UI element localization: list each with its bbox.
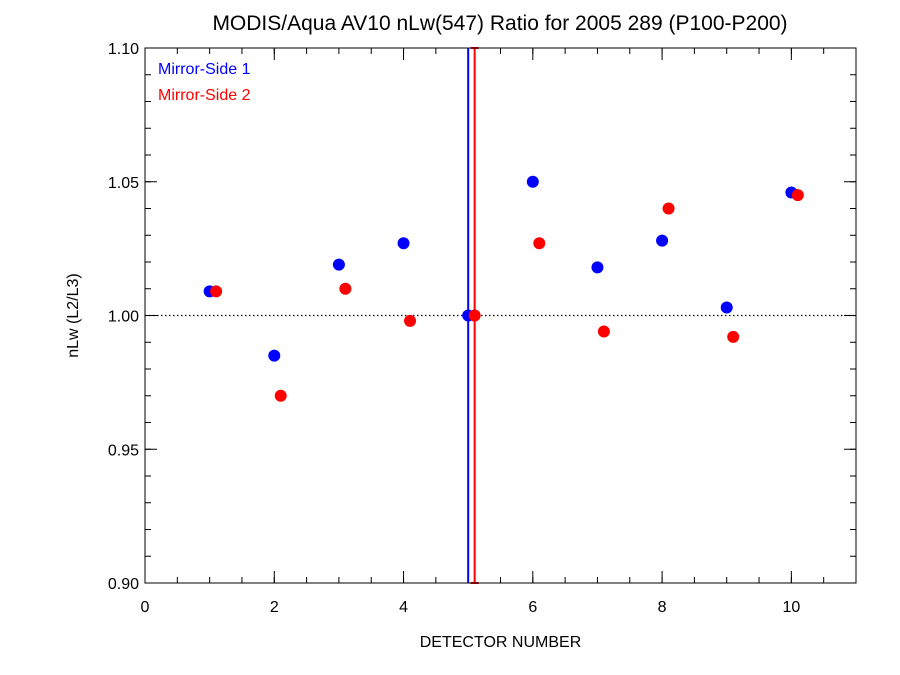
y-tick-label: 0.90 [108,576,139,593]
data-point-series-2 [339,282,352,295]
x-tick-label: 10 [782,599,800,616]
data-point-series-1 [268,349,281,362]
y-tick-label: 1.10 [108,41,139,58]
data-point-series-2 [533,237,546,250]
x-tick-label: 2 [270,599,279,616]
data-point-series-2 [597,325,610,338]
x-tick-label: 6 [528,599,537,616]
minor-ticks [144,47,857,584]
x-tick-label: 8 [658,599,667,616]
chart-title: MODIS/Aqua AV10 nLw(547) Ratio for 2005 … [212,12,787,35]
data-point-series-2 [210,285,223,298]
data-point-series-1 [591,261,604,274]
x-axis-label: DETECTOR NUMBER [420,634,582,651]
legend: Mirror-Side 1 Mirror-Side 2 [158,61,251,104]
x-tick-label: 4 [399,599,408,616]
legend-entry-mirror-side-2: Mirror-Side 2 [158,87,251,104]
x-tick-labels: 0 2 4 6 8 10 [141,599,801,616]
y-tick-label: 0.95 [108,442,139,459]
data-point-series-1 [720,301,733,314]
y-tick-label: 1.05 [108,175,139,192]
data-point-series-1 [397,237,410,250]
data-point-series-1 [526,175,539,188]
y-tick-label: 1.00 [108,309,139,326]
major-ticks [144,47,856,584]
data-point-series-2 [404,314,417,327]
y-axis-label: nLw (L2/L3) [65,273,82,358]
data-point-series-1 [656,234,669,247]
data-point-series-2 [791,189,804,202]
data-point-series-2 [662,202,675,215]
data-points [203,175,804,402]
data-point-series-2 [727,330,740,343]
data-point-series-2 [274,389,287,402]
y-tick-labels: 0.90 0.95 1.00 1.05 1.10 [108,41,139,593]
data-point-series-2 [468,309,481,322]
data-point-series-1 [332,258,345,271]
x-tick-label: 0 [141,599,150,616]
legend-entry-mirror-side-1: Mirror-Side 1 [158,61,251,78]
